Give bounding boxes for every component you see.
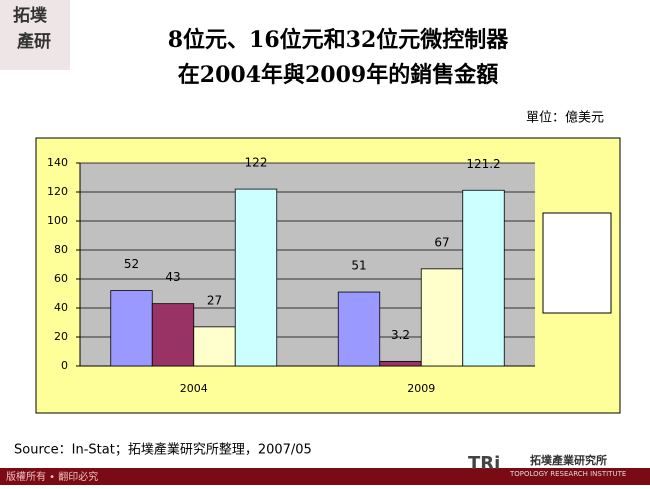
- logo-mark: TRi: [468, 453, 500, 474]
- legend: [542, 212, 612, 314]
- bar: [420, 268, 464, 367]
- logo-subtitle: TOPOLOGY RESEARCH INSTITUTE: [509, 470, 626, 478]
- bar: [462, 189, 505, 367]
- y-tick-label: 20: [54, 330, 68, 343]
- y-tick-label: 40: [54, 301, 68, 314]
- unit-label: 單位：億美元: [526, 110, 604, 126]
- x-tick-label: 2004: [180, 382, 208, 395]
- value-label: 122: [245, 156, 268, 170]
- y-tick-label: 100: [47, 214, 68, 227]
- bar: [193, 326, 236, 367]
- y-tick-label: 120: [47, 185, 68, 198]
- value-label: 121.2: [466, 157, 500, 171]
- bar: [151, 303, 195, 367]
- corner-logo-bg: [0, 0, 70, 70]
- corner-logo: 產研: [17, 31, 51, 52]
- bar: [379, 360, 422, 367]
- corner-logo: 拓墣: [13, 6, 47, 26]
- value-label: 3.2: [391, 328, 410, 342]
- bar: [110, 290, 153, 367]
- footer-bar: [0, 468, 650, 485]
- value-label: 52: [124, 257, 139, 271]
- y-tick-label: 0: [61, 359, 68, 372]
- copyright: 版權所有 • 翻印必究: [6, 470, 98, 483]
- value-label: 67: [434, 235, 449, 249]
- value-label: 51: [351, 259, 366, 273]
- source: Source：In-Stat；拓墣產業研究所整理，2007/05: [14, 442, 312, 458]
- bar: [234, 188, 278, 367]
- y-tick-label: 80: [54, 243, 68, 256]
- y-tick-label: 140: [47, 156, 68, 169]
- y-tick-label: 60: [54, 272, 68, 285]
- value-label: 43: [165, 270, 180, 284]
- chart-title: 8位元、16位元和32位元微控制器: [168, 27, 510, 53]
- x-tick-label: 2009: [407, 382, 435, 395]
- logo-name: 拓墣產業研究所: [530, 453, 607, 467]
- chart-title: 在2004年與2009年的銷售金額: [178, 62, 498, 88]
- bar: [337, 291, 381, 367]
- value-label: 27: [207, 293, 222, 307]
